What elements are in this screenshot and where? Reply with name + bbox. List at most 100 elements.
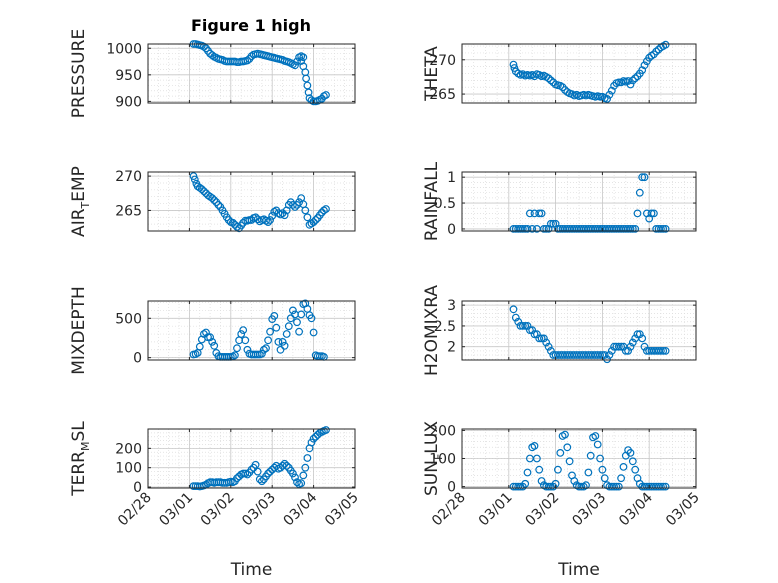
data-point: [293, 57, 301, 66]
data-point: [659, 347, 668, 355]
data-point: [293, 478, 301, 487]
subplot-pressure: 900 950 1000 PRESSURE: [69, 29, 356, 118]
data-point: [547, 219, 555, 228]
y-tick-label: 270: [115, 169, 142, 185]
data-point: [633, 330, 642, 339]
data-point: [266, 467, 275, 476]
data-point: [607, 86, 616, 95]
data-point: [593, 440, 602, 449]
y-label-main: MIXDEPTH: [69, 286, 89, 375]
figure-title: Figure 1 high: [191, 16, 311, 35]
data-point: [208, 194, 217, 203]
data-point: [600, 351, 609, 359]
data-point: [631, 74, 640, 83]
data-point: [233, 474, 241, 483]
data-point: [289, 306, 297, 315]
data-point: [526, 209, 534, 218]
data-point: [297, 479, 306, 488]
x-axis-label: Time: [557, 560, 600, 580]
data-point: [262, 344, 270, 353]
data-point: [523, 322, 532, 330]
data-point: [307, 438, 316, 447]
data-point: [514, 482, 523, 491]
axes-box: [461, 171, 697, 232]
data-point: [189, 172, 198, 181]
data-point: [295, 198, 304, 207]
data-point: [272, 323, 281, 332]
data-point: [530, 442, 539, 450]
y-tick-label: 500: [115, 311, 142, 327]
data-point: [195, 342, 204, 351]
data-point: [624, 347, 632, 355]
data-point: [537, 334, 546, 343]
data-point: [607, 347, 616, 355]
data-point: [535, 209, 544, 218]
data-point: [518, 224, 527, 233]
data-point: [533, 330, 541, 339]
data-point: [652, 47, 661, 56]
data-point: [293, 318, 301, 327]
data-point: [322, 91, 330, 99]
data-point: [635, 188, 644, 197]
data-point: [628, 457, 637, 466]
y-tick-label: 100: [115, 461, 142, 477]
data-point: [577, 482, 586, 491]
x-tick-label: 03/04: [281, 489, 321, 529]
y-label-tail: SL: [69, 421, 89, 442]
data-point: [659, 224, 668, 233]
data-point: [540, 224, 548, 233]
data-point: [509, 60, 518, 69]
data-point: [282, 330, 291, 338]
data-point: [535, 334, 544, 343]
data-point: [214, 200, 223, 209]
x-tick-label: 03/04: [616, 489, 656, 529]
y-label-main: SUN: [422, 460, 442, 496]
data-point: [260, 345, 268, 354]
data-point: [199, 187, 208, 196]
data-point: [528, 326, 537, 335]
data-point: [245, 216, 254, 224]
data-point: [309, 434, 318, 443]
data-point: [262, 216, 270, 225]
data-point: [657, 347, 665, 355]
y-axis-label: TERRMSL: [69, 421, 92, 497]
data-point: [596, 92, 604, 101]
data-point: [575, 482, 583, 491]
data-point: [626, 80, 635, 89]
axes-box: [147, 171, 356, 232]
subplot-h2omixra: 2 2.5 3 H2OMIXRA: [422, 285, 697, 376]
data-point: [561, 430, 569, 439]
data-point: [266, 327, 275, 336]
subplot-mixdepth: 0 500 MIXDEPTH: [69, 286, 356, 375]
plot-area: [462, 172, 696, 231]
data-point: [544, 482, 553, 491]
data-point: [542, 224, 551, 233]
data-point: [521, 479, 530, 488]
data-point: [289, 200, 297, 209]
data-point: [266, 216, 275, 224]
data-point: [544, 342, 553, 351]
data-point: [278, 338, 287, 346]
data-point: [521, 322, 530, 330]
data-point: [253, 467, 262, 476]
data-point: [631, 224, 640, 233]
data-point: [284, 322, 293, 331]
data-point: [210, 196, 219, 205]
data-point: [628, 76, 637, 85]
y-tick-label: 0: [133, 480, 142, 496]
data-point: [530, 330, 539, 339]
data-point: [661, 224, 670, 233]
data-point: [659, 482, 668, 491]
data-point: [547, 347, 555, 355]
x-tick-label: 03/05: [663, 490, 703, 530]
y-label-main: THETA: [422, 46, 442, 102]
data-point: [255, 475, 264, 484]
data-point: [584, 468, 593, 477]
data-point: [251, 460, 260, 469]
data-point: [596, 351, 604, 359]
data-point: [230, 351, 239, 360]
y-label-main: RAINFALL: [422, 161, 442, 241]
axes-box: [461, 300, 697, 361]
